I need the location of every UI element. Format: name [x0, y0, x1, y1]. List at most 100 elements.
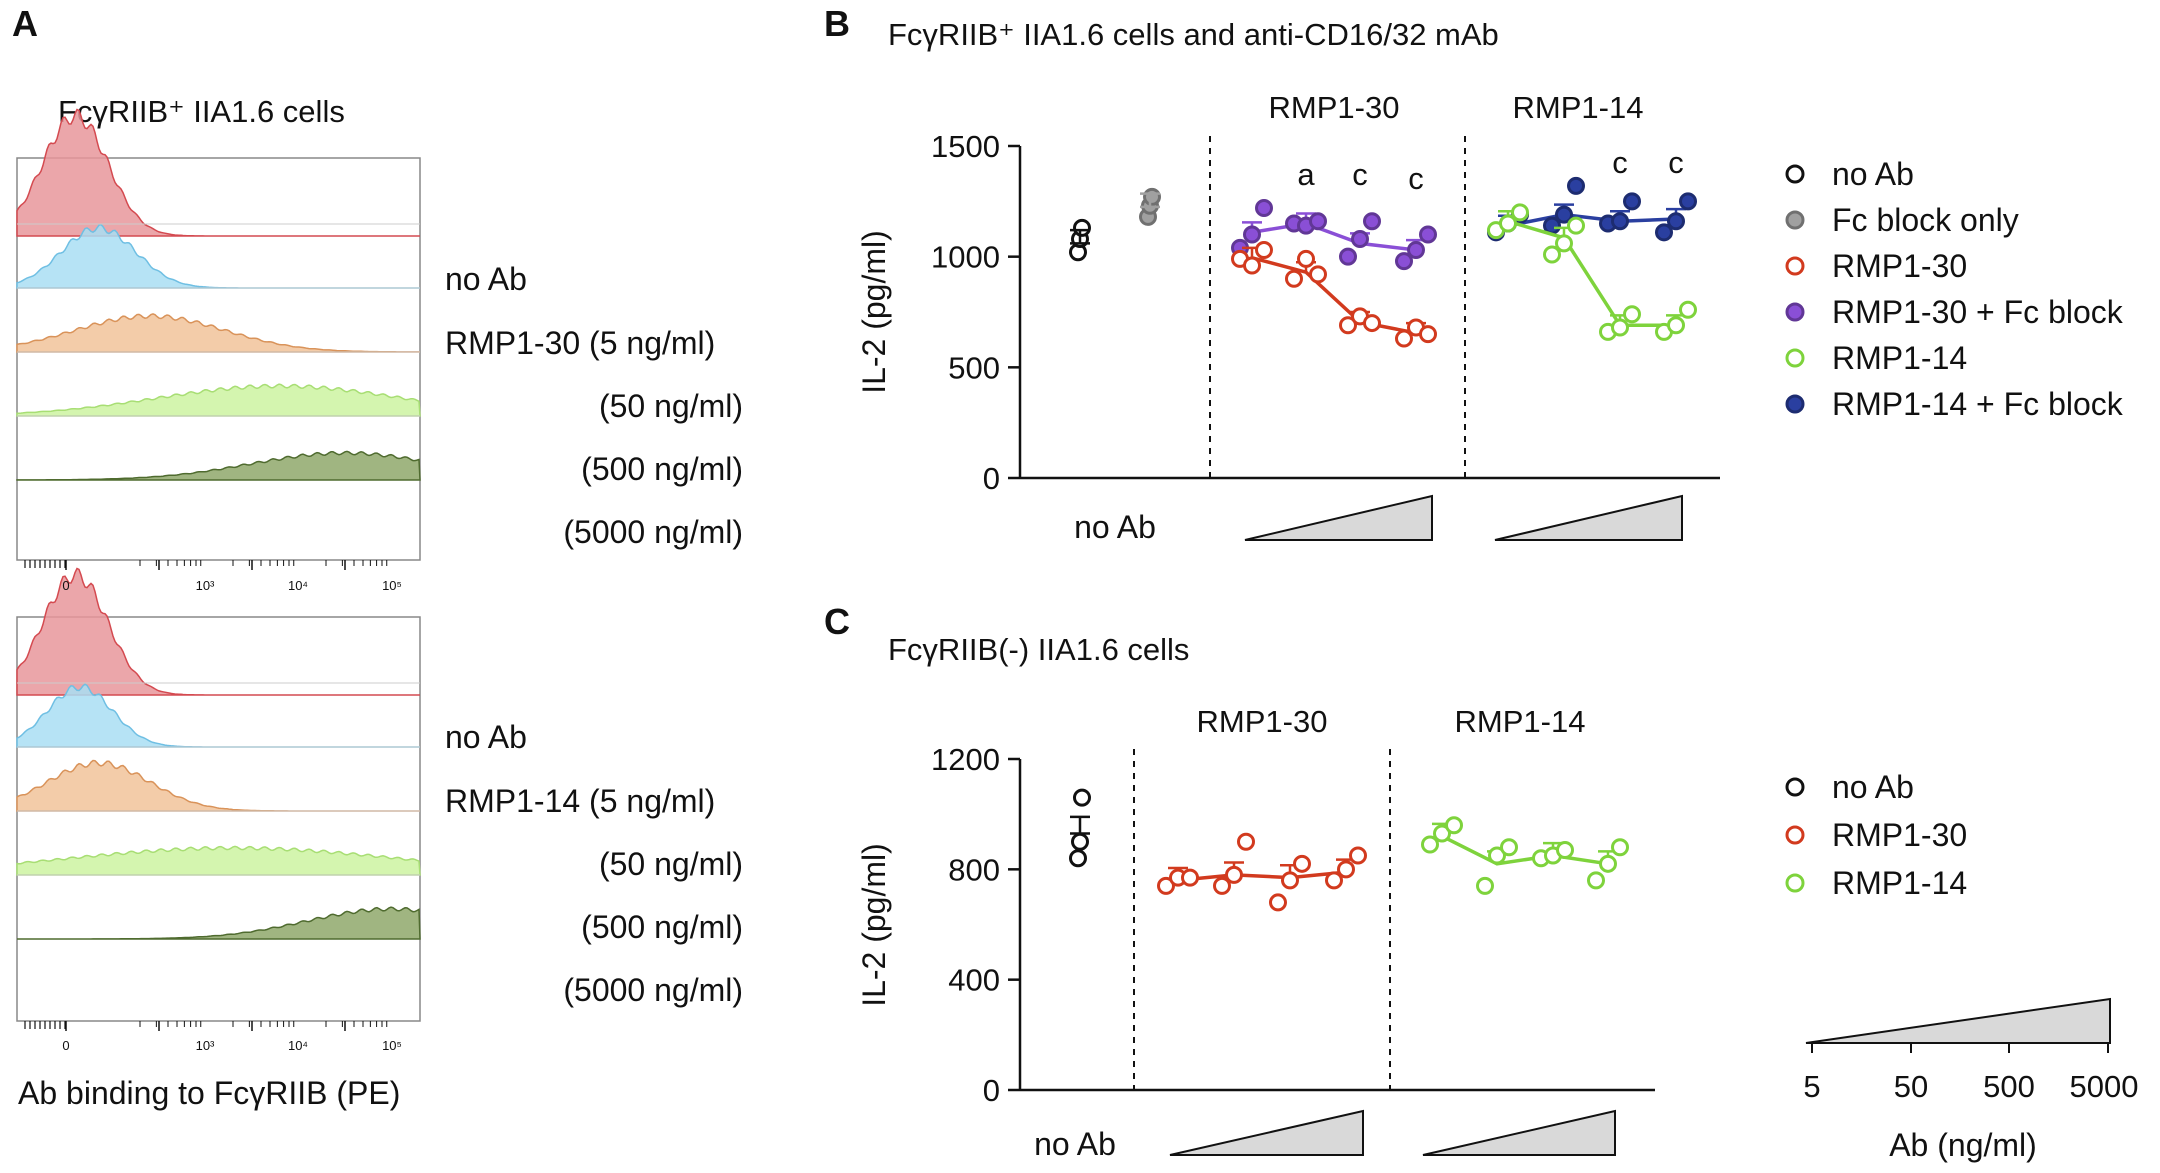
plot-b-no-ab-pt-2: [1073, 218, 1091, 237]
plot-c-rmp1-14-pt-0-1: [1433, 824, 1451, 843]
legend-b-rmp1-30: RMP1-30: [1832, 248, 1967, 284]
plot-b-rmp1-30-pt-0-1: [1243, 256, 1261, 275]
legend-c-marker-1: [1785, 825, 1805, 845]
plot-b-rmp1-30-fc-pt-2-0: [1339, 247, 1357, 266]
lower-legend-50: (50 ng/ml): [599, 846, 743, 882]
upper-tick-0: 0: [62, 578, 69, 593]
panel-letter-c: C: [824, 601, 850, 642]
plot-b-rmp1-30-fc-pt-3-2: [1419, 225, 1437, 244]
plot-b-rmp1-30-pt-2-2: [1363, 314, 1381, 333]
lower-legend-no-ab: no Ab: [445, 719, 527, 755]
legend-b-rmp1-14-fc: RMP1-14 + Fc block: [1832, 386, 2124, 422]
lower-legend-500: (500 ng/ml): [581, 909, 743, 945]
plot-c-rmp1-30-pt-1-0: [1213, 876, 1231, 895]
plot-b-rmp1-14-fc-line: [1507, 212, 1677, 228]
plot-b-rmp1-30-pt-3-2: [1419, 325, 1437, 344]
legend-b-marker-2: [1785, 256, 1805, 276]
plot-b-rmp1-14-pt-2-2: [1623, 305, 1641, 324]
plot-b-rmp1-30-pt-3-0: [1395, 329, 1413, 348]
lower-hist-1: [16, 683, 420, 748]
legend-b-marker-0: [1785, 164, 1805, 184]
plot-c-rmp1-30-pt-0-0: [1157, 876, 1175, 895]
legend-b-marker-3: [1785, 302, 1805, 322]
plot-c-rmp1-30-pt-0-2: [1181, 868, 1199, 887]
upper-legend-5: RMP1-30 (5 ng/ml): [445, 325, 715, 361]
legend-c-rmp1-30: RMP1-30: [1832, 817, 1967, 853]
plot-c-no-ab-pt-1: [1071, 832, 1089, 851]
plot-c-rmp1-14-pt-1-0: [1476, 876, 1494, 895]
lower-tick-1e4: 10⁴: [288, 1038, 308, 1053]
plot-b-rmp1-14-pt-2-1: [1611, 318, 1629, 337]
plot-b-rmp1-14-line: [1507, 219, 1676, 328]
plot-b-rmp1-14-pt-1-0: [1543, 245, 1561, 264]
lower-hist-4: [17, 906, 421, 940]
plot-b-ytick-label-1: 500: [948, 350, 1000, 385]
plot-c-rmp1-30-line: [1177, 870, 1347, 883]
plot-c-rmp1-14-pt-2-2: [1556, 841, 1574, 860]
lower-legend-5: RMP1-14 (5 ng/ml): [445, 783, 715, 819]
plot-b-rmp1-14-fc-pt-1-2: [1567, 176, 1585, 195]
plot-c-rmp1-14-pt-3-2: [1611, 838, 1629, 857]
panel-a-title: FcγRIIB⁺ IIA1.6 cells: [58, 94, 345, 129]
plot-c: 0 400 800 1200: [931, 742, 1655, 1156]
plot-b-rmp1-14-fc-pt-3-2: [1679, 192, 1697, 211]
plot-c-no-ab-pt-2: [1073, 788, 1091, 807]
plot-b-rmp1-30-pt-1-1: [1297, 249, 1315, 268]
plot-c-rmp1-30-pt-3-2: [1349, 846, 1367, 865]
lower-tick-1e5: 10⁵: [382, 1038, 402, 1053]
panel-letter-b: B: [824, 3, 850, 44]
plot-b-significance-3: c: [1612, 145, 1628, 180]
plot-c-no-ab-pt-0: [1069, 849, 1087, 868]
legend-b-rmp1-30-fc: RMP1-30 + Fc block: [1832, 294, 2124, 330]
plot-c-rmp1-14-pt-1-1: [1488, 846, 1506, 865]
plot-b-rmp1-30-pt-1-0: [1285, 269, 1303, 288]
ab-scale-label-5: 5: [1803, 1069, 1820, 1104]
plot-b-rmp1-30-fc-pt-3-1: [1407, 241, 1425, 260]
plot-c-rmp1-30-pt-3-0: [1325, 871, 1343, 890]
legend-b-marker-1: [1785, 210, 1805, 230]
legend-c-rmp1-14: RMP1-14: [1832, 865, 1967, 901]
histogram-upper-frame: [16, 157, 421, 561]
panel-a-xlabel: Ab binding to FcγRIIB (PE): [18, 1075, 400, 1111]
plot-b-significance-4: c: [1668, 145, 1684, 180]
plot-b-rmp1-30-fc-pt-3-0: [1395, 252, 1413, 271]
upper-legend-5000: (5000 ng/ml): [563, 514, 743, 550]
plot-c-wedge-0: [1169, 1109, 1364, 1156]
ab-scale-title: Ab (ng/ml): [1889, 1127, 2037, 1163]
plot-b-ytick-label-0: 0: [983, 461, 1000, 496]
legend-b: no Ab Fc block only RMP1-30 RMP1-30 + Fc…: [1785, 156, 2124, 422]
plot-c-ytick-label-1: 400: [948, 963, 1000, 998]
plot-b-rmp1-30-line: [1251, 256, 1417, 335]
plot-c-wedge-1: [1422, 1109, 1616, 1156]
legend-b-no-ab: no Ab: [1832, 156, 1914, 192]
plot-b-rmp1-30-fc-line: [1251, 221, 1417, 252]
plot-b-rmp1-30-fc-pt-0-2: [1255, 198, 1273, 217]
plot-b-significance-0: a: [1297, 157, 1315, 192]
panel-c-ylabel: IL-2 (pg/ml): [856, 843, 892, 1007]
legend-b-fc-block-only: Fc block only: [1832, 202, 2019, 238]
plot-b-rmp1-30-fc-pt-2-1: [1351, 229, 1369, 248]
upper-hist-4: [16, 450, 421, 481]
plot-c-ytick-label-2: 800: [948, 852, 1000, 887]
plot-c-rmp1-30-pt-1-1: [1225, 865, 1243, 884]
plot-b-wedge-0: [1244, 494, 1433, 541]
plot-b-rmp1-14-pt-0-1: [1499, 214, 1517, 233]
plot-b-rmp1-30-pt-0-2: [1255, 241, 1273, 260]
plot-b-rmp1-14-pt-1-1: [1555, 234, 1573, 253]
panel-b-group-rmp1-30: RMP1-30: [1269, 90, 1400, 125]
plot-b-rmp1-14-fc-pt-2-2: [1623, 192, 1641, 211]
upper-tick-1e5: 10⁵: [382, 578, 402, 593]
legend-c: no Ab RMP1-30 RMP1-14: [1785, 769, 1967, 901]
plot-b-rmp1-30-fc-pt-0-1: [1243, 225, 1261, 244]
upper-legend-500: (500 ng/ml): [581, 451, 743, 487]
lower-tick-0: 0: [62, 1038, 69, 1053]
upper-tick-1e3: 10³: [196, 578, 215, 593]
plot-c-ytick-label-0: 0: [983, 1073, 1000, 1108]
ab-scale-label-50: 50: [1894, 1069, 1928, 1104]
lower-hist-0: [16, 567, 420, 696]
plot-c-rmp1-30-pt-2-0: [1269, 893, 1287, 912]
upper-hist-2: [16, 313, 421, 353]
histogram-lower: [16, 567, 421, 1031]
plot-c-rmp1-14-pt-0-2: [1445, 816, 1463, 835]
